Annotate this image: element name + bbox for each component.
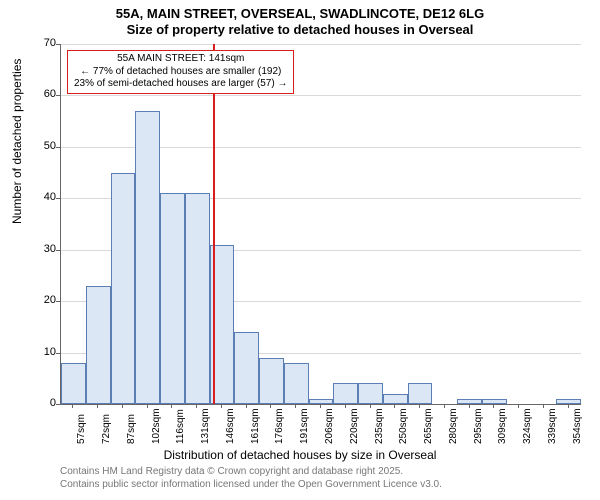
x-tick-label: 87sqm xyxy=(126,414,137,444)
x-axis-label: Distribution of detached houses by size … xyxy=(0,448,600,462)
chart-title-line2: Size of property relative to detached ho… xyxy=(0,22,600,37)
histogram-bar xyxy=(333,383,358,404)
x-tick-label: 235sqm xyxy=(374,408,385,444)
plot-area: 55A MAIN STREET: 141sqm ← 77% of detache… xyxy=(60,44,581,405)
y-axis-label: Number of detached properties xyxy=(10,59,24,224)
chart-title-line1: 55A, MAIN STREET, OVERSEAL, SWADLINCOTE,… xyxy=(0,6,600,21)
x-tick-label: 131sqm xyxy=(200,408,211,444)
x-tick-mark xyxy=(122,404,123,408)
attribution: Contains HM Land Registry data © Crown c… xyxy=(60,466,442,491)
x-tick-label: 206sqm xyxy=(324,408,335,444)
x-tick-label: 116sqm xyxy=(175,409,186,444)
x-tick-label: 280sqm xyxy=(448,408,459,444)
x-tick-mark xyxy=(419,404,420,408)
histogram-bar xyxy=(284,363,309,404)
x-tick-mark xyxy=(469,404,470,408)
x-tick-mark xyxy=(370,404,371,408)
x-tick-mark xyxy=(221,404,222,408)
annotation-box: 55A MAIN STREET: 141sqm ← 77% of detache… xyxy=(67,50,294,94)
attribution-line1: Contains HM Land Registry data © Crown c… xyxy=(60,466,442,479)
annotation-line2: ← 77% of detached houses are smaller (19… xyxy=(74,66,287,79)
x-tick-label: 295sqm xyxy=(473,408,484,444)
histogram-bar xyxy=(383,394,408,404)
x-tick-label: 265sqm xyxy=(423,408,434,444)
x-tick-label: 191sqm xyxy=(299,408,310,444)
y-tick-label: 40 xyxy=(30,191,56,203)
histogram-bar xyxy=(259,358,284,404)
x-tick-label: 146sqm xyxy=(225,408,236,444)
y-tick-label: 20 xyxy=(30,294,56,306)
y-tick-label: 50 xyxy=(30,140,56,152)
histogram-bar xyxy=(556,399,581,404)
histogram-bar xyxy=(111,173,136,404)
x-tick-label: 250sqm xyxy=(398,408,409,444)
x-tick-mark xyxy=(568,404,569,408)
histogram-bar xyxy=(408,383,433,404)
histogram-bar xyxy=(61,363,86,404)
y-tick-label: 60 xyxy=(30,88,56,100)
x-tick-mark xyxy=(320,404,321,408)
x-tick-mark xyxy=(444,404,445,408)
x-tick-mark xyxy=(196,404,197,408)
histogram-bar xyxy=(358,383,383,404)
histogram-bar xyxy=(234,332,259,404)
x-tick-label: 324sqm xyxy=(522,408,533,444)
x-tick-mark xyxy=(270,404,271,408)
x-tick-label: 354sqm xyxy=(572,408,583,444)
x-tick-label: 161sqm xyxy=(250,408,261,444)
x-tick-label: 220sqm xyxy=(349,408,360,444)
histogram-bar xyxy=(185,193,210,404)
x-tick-label: 57sqm xyxy=(76,414,87,444)
x-tick-label: 339sqm xyxy=(547,408,558,444)
gridline xyxy=(61,44,581,45)
annotation-line1: 55A MAIN STREET: 141sqm xyxy=(74,53,287,66)
attribution-line2: Contains public sector information licen… xyxy=(60,479,442,492)
x-tick-mark xyxy=(97,404,98,408)
x-tick-mark xyxy=(171,404,172,408)
x-tick-label: 309sqm xyxy=(497,408,508,444)
chart-container: 55A, MAIN STREET, OVERSEAL, SWADLINCOTE,… xyxy=(0,0,600,500)
x-tick-label: 102sqm xyxy=(151,408,162,444)
x-tick-mark xyxy=(543,404,544,408)
histogram-bar xyxy=(135,111,160,404)
x-tick-mark xyxy=(493,404,494,408)
y-tick-label: 30 xyxy=(30,243,56,255)
x-tick-mark xyxy=(246,404,247,408)
x-tick-mark xyxy=(295,404,296,408)
y-tick-label: 70 xyxy=(30,37,56,49)
x-tick-mark xyxy=(72,404,73,408)
y-tick-label: 0 xyxy=(30,397,56,409)
x-tick-mark xyxy=(345,404,346,408)
histogram-bar xyxy=(457,399,482,404)
x-tick-mark xyxy=(147,404,148,408)
y-tick-label: 10 xyxy=(30,346,56,358)
histogram-bar xyxy=(86,286,111,404)
x-tick-label: 72sqm xyxy=(101,414,112,444)
x-tick-mark xyxy=(394,404,395,408)
gridline xyxy=(61,95,581,96)
x-tick-label: 176sqm xyxy=(274,408,285,444)
histogram-bar xyxy=(160,193,185,404)
x-tick-mark xyxy=(518,404,519,408)
marker-line-rule xyxy=(213,44,215,404)
annotation-line3: 23% of semi-detached houses are larger (… xyxy=(74,78,287,91)
